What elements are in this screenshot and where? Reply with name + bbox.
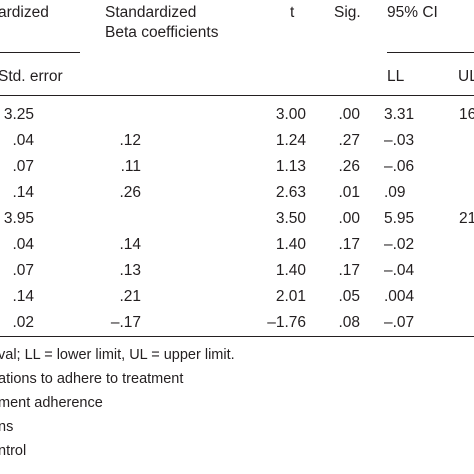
cell-sig: .01 xyxy=(338,184,360,201)
cell-beta: .13 xyxy=(119,262,141,279)
cell-beta: .11 xyxy=(120,158,141,175)
header-ul: UL xyxy=(458,68,474,85)
cell-std-error: .07 xyxy=(12,158,34,175)
cell-t: –1.76 xyxy=(267,314,306,331)
header-standardized-line2: Beta coefficients xyxy=(105,24,219,41)
cell-sig: .27 xyxy=(338,132,360,149)
cell-ul: 16 xyxy=(459,106,474,123)
cell-ll: 5.95 xyxy=(384,210,415,227)
header-t: t xyxy=(290,4,295,21)
table-rule-bottom xyxy=(0,336,474,337)
cell-beta: .12 xyxy=(119,132,141,149)
cell-sig: .00 xyxy=(338,210,360,227)
cell-beta: .21 xyxy=(119,288,141,305)
cell-ll: –.07 xyxy=(384,314,415,331)
header-standardized-line1: Standardized xyxy=(105,4,197,21)
cell-sig: .00 xyxy=(338,106,360,123)
cell-t: 3.00 xyxy=(275,106,306,123)
cell-std-error: .14 xyxy=(12,184,34,201)
cell-t: 1.40 xyxy=(275,236,306,253)
header-rule-unstandardized xyxy=(0,52,80,53)
cell-std-error: 3.95 xyxy=(3,210,34,227)
cell-t: 1.40 xyxy=(275,262,306,279)
table-note-2: ations to adhere to treatment xyxy=(0,371,184,387)
header-ll: LL xyxy=(387,68,405,85)
cell-ll: –.03 xyxy=(384,132,415,149)
cell-std-error: 3.25 xyxy=(3,106,34,123)
cell-std-error: .04 xyxy=(12,132,34,149)
cell-beta: –.17 xyxy=(110,314,141,331)
cell-std-error: .14 xyxy=(12,288,34,305)
header-ci: 95% CI xyxy=(387,4,438,21)
cell-t: 1.24 xyxy=(275,132,306,149)
cell-ll: –.06 xyxy=(384,158,415,175)
cell-sig: .17 xyxy=(338,236,360,253)
cell-ll: .09 xyxy=(384,184,406,201)
cell-sig: .05 xyxy=(338,288,360,305)
cell-t: 3.50 xyxy=(275,210,306,227)
cell-t: 2.63 xyxy=(275,184,306,201)
cell-sig: .08 xyxy=(338,314,360,331)
cell-ll: .004 xyxy=(384,288,415,305)
cell-beta: .26 xyxy=(119,184,141,201)
header-rule-bottom xyxy=(0,95,474,96)
cell-beta: .14 xyxy=(119,236,141,253)
table-note-4: ns xyxy=(0,419,14,435)
cell-ll: –.04 xyxy=(384,262,415,279)
cell-sig: .17 xyxy=(338,262,360,279)
cell-ll: 3.31 xyxy=(384,106,415,123)
table-note-5: ntrol xyxy=(0,443,27,459)
table-note-1: val; LL = lower limit, UL = upper limit. xyxy=(0,347,235,363)
cell-ll: –.02 xyxy=(384,236,415,253)
cell-t: 1.13 xyxy=(275,158,306,175)
header-std-error: Std. error xyxy=(0,68,63,85)
header-sig: Sig. xyxy=(334,4,361,21)
header-rule-ci xyxy=(387,52,474,53)
cell-t: 2.01 xyxy=(275,288,306,305)
cell-std-error: .04 xyxy=(12,236,34,253)
header-unstandardized: ardized xyxy=(0,4,49,21)
cell-ul: 21 xyxy=(459,210,474,227)
cell-sig: .26 xyxy=(338,158,360,175)
cell-std-error: .02 xyxy=(12,314,34,331)
table-note-3: ment adherence xyxy=(0,395,103,411)
cell-std-error: .07 xyxy=(12,262,34,279)
